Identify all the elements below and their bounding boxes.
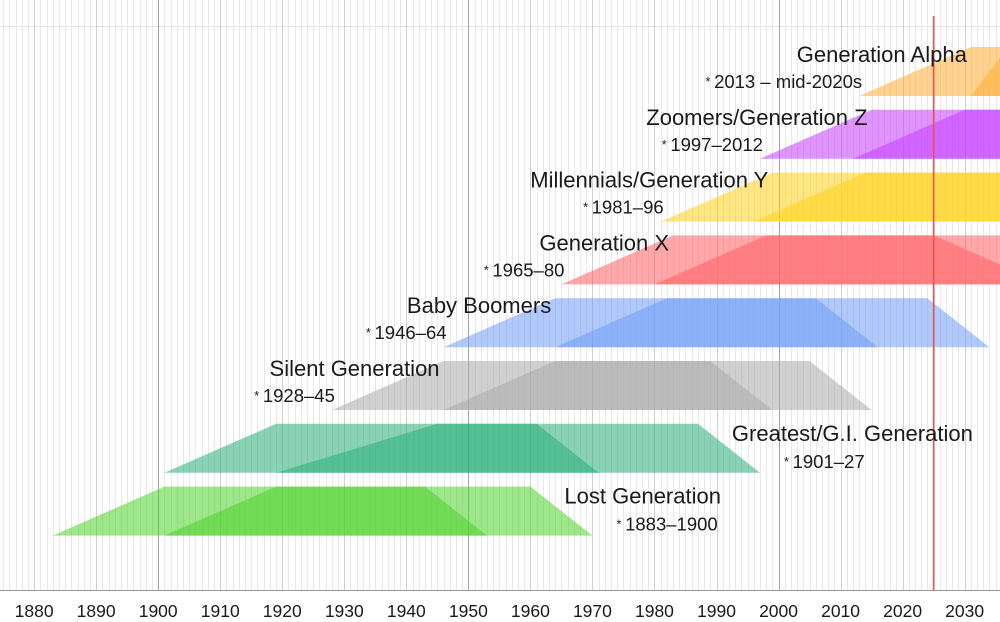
generation-band-outer: [859, 47, 1000, 96]
generation-label: Silent Generation * 1928–45: [254, 356, 439, 406]
x-tick-label: 1890: [77, 601, 116, 621]
x-tick-label: 1880: [15, 601, 54, 621]
generation-years: * 1901–27: [784, 451, 865, 472]
generation-years-text: 2013 – mid-2020s: [714, 71, 862, 92]
birth-asterisk: *: [484, 262, 493, 277]
x-tick-label: 1940: [387, 601, 426, 621]
x-tick-label: 1970: [573, 601, 612, 621]
x-tick-label: 1920: [263, 601, 302, 621]
generation-years: * 1946–64: [366, 322, 447, 343]
generation-name: Baby Boomers: [407, 293, 551, 318]
generation-label: Millennials/Generation Y * 1981–96: [530, 168, 768, 218]
generation-labels: Generation Alpha * 2013 – mid-2020s Zoomer…: [254, 42, 973, 535]
generation-years-text: 1965–80: [492, 259, 564, 280]
generation-years-text: 1997–2012: [670, 134, 763, 155]
generation-years-text: 1901–27: [793, 451, 865, 472]
generation-band-inner: [970, 57, 1000, 96]
generation-label: Greatest/G.I. Generation * 1901–27: [732, 421, 973, 472]
generation-band-inner: [443, 361, 773, 410]
generation-years: * 1928–45: [254, 385, 335, 406]
generation-band: [331, 361, 872, 410]
generation-band: [561, 235, 1000, 285]
generation-band: [759, 109, 1000, 159]
generation-band-inner: [164, 486, 487, 536]
generation-years-text: 1946–64: [375, 322, 447, 343]
generation-bands: [52, 47, 1000, 536]
x-tick-label: 1950: [449, 601, 488, 621]
x-tick-label: 1900: [139, 601, 178, 621]
birth-asterisk: *: [662, 137, 671, 152]
generation-band-inner: [276, 423, 599, 473]
generation-band-inner: [555, 298, 878, 348]
generation-band: [52, 486, 593, 536]
x-tick-label: 2030: [945, 601, 984, 621]
generation-band: [443, 298, 990, 348]
x-tick-label: 1960: [511, 601, 550, 621]
generation-years-text: 1928–45: [263, 385, 335, 406]
birth-asterisk: *: [583, 200, 592, 215]
x-tick-label: 2000: [759, 601, 798, 621]
generation-band-inner: [654, 235, 1000, 285]
generation-label: Generation X * 1965–80: [484, 230, 670, 280]
x-tick-label: 1990: [697, 601, 736, 621]
birth-asterisk: *: [705, 74, 714, 89]
generation-label: Generation Alpha * 2013 – mid-2020s: [705, 42, 967, 92]
generation-years: * 2013 – mid-2020s: [705, 71, 862, 92]
birth-asterisk: *: [616, 517, 625, 532]
generation-name: Zoomers/Generation Z: [646, 105, 867, 130]
generation-years: * 1997–2012: [662, 134, 763, 155]
generation-band-inner: [852, 109, 1000, 159]
generation-years: * 1965–80: [484, 259, 565, 280]
generation-label: Zoomers/Generation Z * 1997–2012: [646, 105, 867, 155]
generation-name: Generation Alpha: [797, 42, 968, 67]
generation-band: [859, 47, 1000, 96]
minor-gridlines: [0, 0, 1000, 590]
generation-name: Greatest/G.I. Generation: [732, 421, 973, 446]
generation-name: Silent Generation: [270, 356, 440, 381]
generation-years-text: 1883–1900: [625, 514, 718, 535]
birth-asterisk: *: [254, 388, 263, 403]
generation-years: * 1981–96: [583, 197, 664, 218]
generation-years: * 1883–1900: [616, 514, 717, 535]
generation-band-inner: [753, 172, 1000, 222]
birth-asterisk: *: [366, 325, 375, 340]
generation-name: Lost Generation: [564, 484, 721, 509]
x-tick-label: 1910: [201, 601, 240, 621]
generation-name: Generation X: [539, 230, 669, 255]
generation-label: Baby Boomers * 1946–64: [366, 293, 551, 343]
x-tick-label: 2020: [883, 601, 922, 621]
generation-years-text: 1981–96: [592, 197, 664, 218]
generation-band: [660, 172, 1000, 222]
generation-name: Millennials/Generation Y: [530, 168, 768, 193]
x-axis: 1880 1890 1900 1910 1920 1930 1940 1950 1960 1970…: [0, 590, 1000, 621]
x-tick-label: 2010: [821, 601, 860, 621]
birth-asterisk: *: [784, 454, 793, 469]
x-tick-label: 1930: [325, 601, 364, 621]
x-tick-label: 1980: [635, 601, 674, 621]
generation-label: Lost Generation * 1883–1900: [564, 484, 721, 535]
generation-band: [164, 423, 760, 473]
